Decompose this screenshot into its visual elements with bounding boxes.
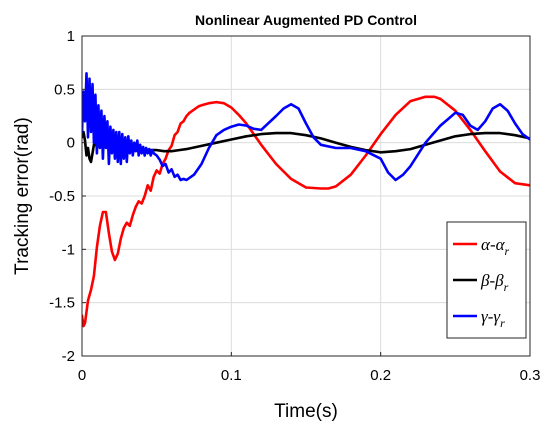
legend-label: α-αr — [481, 235, 510, 258]
legend-symbol: β — [494, 271, 504, 290]
chart-title: Nonlinear Augmented PD Control — [195, 12, 417, 28]
legend-subscript: r — [505, 244, 510, 258]
y-tick-label: -0.5 — [49, 188, 75, 205]
legend-subscript: r — [504, 280, 509, 294]
y-axis-ticks: 1 0.5 0 -0.5 -1 -1.5 -2 — [49, 28, 86, 365]
legend-symbol: α — [496, 235, 506, 254]
legend: α-αrβ-βrγ-γr — [446, 221, 527, 339]
x-tick-label: 0 — [78, 367, 86, 384]
legend-label: β-βr — [480, 271, 509, 294]
legend-symbol: β — [480, 271, 490, 290]
legend-subscript: r — [500, 316, 505, 330]
x-tick-label: 0.1 — [221, 367, 242, 384]
x-tick-label: 0.2 — [370, 367, 391, 384]
x-tick-label: 0.3 — [520, 367, 541, 384]
legend-symbol: α — [481, 235, 491, 254]
x-axis-label: Time(s) — [274, 401, 338, 422]
x-axis-ticks: 0 0.1 0.2 0.3 — [78, 352, 541, 384]
gamma-series-line — [82, 72, 530, 182]
legend-dash: - — [490, 235, 496, 254]
y-tick-label: 1 — [67, 28, 75, 45]
legend-symbol: γ — [493, 307, 501, 326]
y-tick-label: -1 — [62, 241, 75, 258]
y-tick-label: 0.5 — [54, 81, 75, 98]
y-tick-label: -2 — [62, 348, 75, 365]
legend-symbol: γ — [481, 307, 489, 326]
y-axis-label: Tracking error(rad) — [12, 117, 33, 275]
legend-entry-gamma: γ-γr — [453, 307, 505, 330]
legend-dash: - — [488, 307, 494, 326]
series-group — [82, 72, 530, 328]
y-tick-label: 0 — [67, 135, 75, 152]
legend-entry-beta: β-βr — [453, 271, 509, 294]
legend-entry-alpha: α-αr — [453, 235, 510, 258]
alpha-series-line — [82, 95, 530, 328]
legend-label: γ-γr — [481, 307, 505, 330]
legend-dash: - — [489, 271, 495, 290]
y-tick-label: -1.5 — [49, 295, 75, 312]
